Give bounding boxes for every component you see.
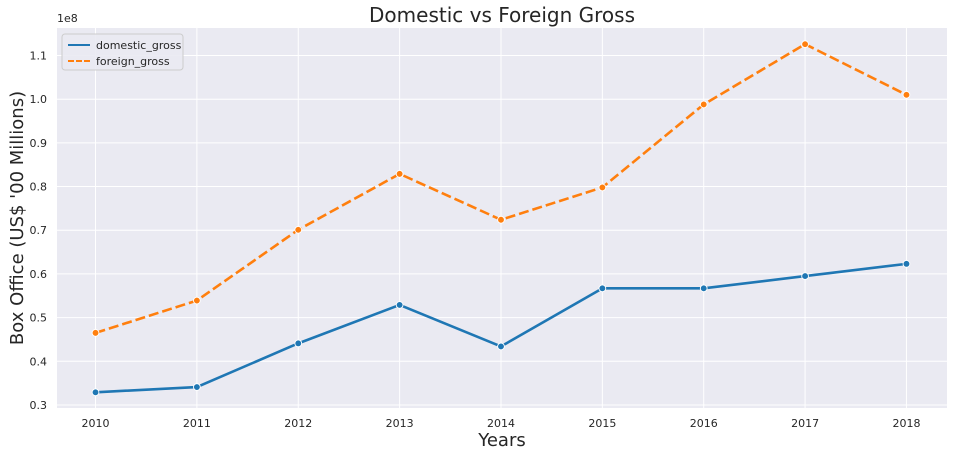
- series-foreign_gross: [91, 40, 911, 337]
- x-tick-label: 2015: [588, 417, 616, 430]
- grid-lines: [57, 28, 947, 408]
- tick-labels: 0.3 0.4 0.5 0.6 0.7 0.8 0.9 1.0 1.1 2010 2011 2012 2…: [30, 50, 921, 430]
- y-tick-label: 1.0: [30, 93, 48, 106]
- y-tick-label: 0.5: [30, 312, 48, 325]
- data-point: [193, 296, 201, 305]
- x-tick-label: 2013: [386, 417, 414, 430]
- data-point: [497, 215, 505, 224]
- data-point: [193, 383, 201, 391]
- legend: domestic_gross foreign_gross: [61, 33, 184, 71]
- data-point: [395, 301, 404, 309]
- y-tick-label: 0.8: [30, 181, 48, 194]
- y-tick-label: 0.6: [30, 268, 48, 281]
- y-tick-label: 0.4: [30, 355, 48, 368]
- chart-title: Domestic vs Foreign Gross: [369, 3, 635, 27]
- data-point: [497, 342, 505, 351]
- legend-frame: [61, 33, 184, 71]
- data-point: [598, 183, 607, 192]
- x-tick-label: 2017: [791, 417, 819, 430]
- series-domestic_gross: [91, 260, 911, 397]
- legend-entry: foreign_gross: [96, 55, 170, 68]
- data-point: [598, 284, 607, 293]
- x-tick-label: 2011: [183, 417, 211, 430]
- y-tick-label: 0.9: [30, 137, 48, 150]
- data-point: [294, 339, 303, 348]
- y-axis-label: Box Office (US$ '00 Millions): [7, 91, 28, 345]
- y-tick-label: 0.7: [30, 224, 48, 237]
- x-tick-label: 2012: [284, 417, 312, 430]
- data-point: [294, 225, 303, 234]
- data-point: [699, 284, 708, 293]
- y-offset-text: 1e8: [57, 12, 78, 25]
- data-point: [902, 90, 911, 99]
- data-point: [801, 272, 809, 280]
- data-point: [395, 170, 404, 178]
- x-tick-label: 2018: [892, 417, 920, 430]
- data-point: [902, 260, 911, 268]
- data-point: [801, 40, 809, 49]
- data-point: [91, 388, 100, 397]
- series-layer: [91, 40, 911, 397]
- x-tick-label: 2016: [690, 417, 718, 430]
- data-point: [91, 329, 100, 337]
- x-tick-label: 2010: [82, 417, 110, 430]
- y-tick-label: 0.3: [30, 399, 48, 412]
- legend-entry: domestic_gross: [96, 39, 182, 52]
- x-axis-label: Years: [477, 430, 526, 451]
- x-tick-label: 2014: [487, 417, 515, 430]
- data-point: [699, 100, 708, 109]
- y-tick-label: 1.1: [30, 50, 48, 63]
